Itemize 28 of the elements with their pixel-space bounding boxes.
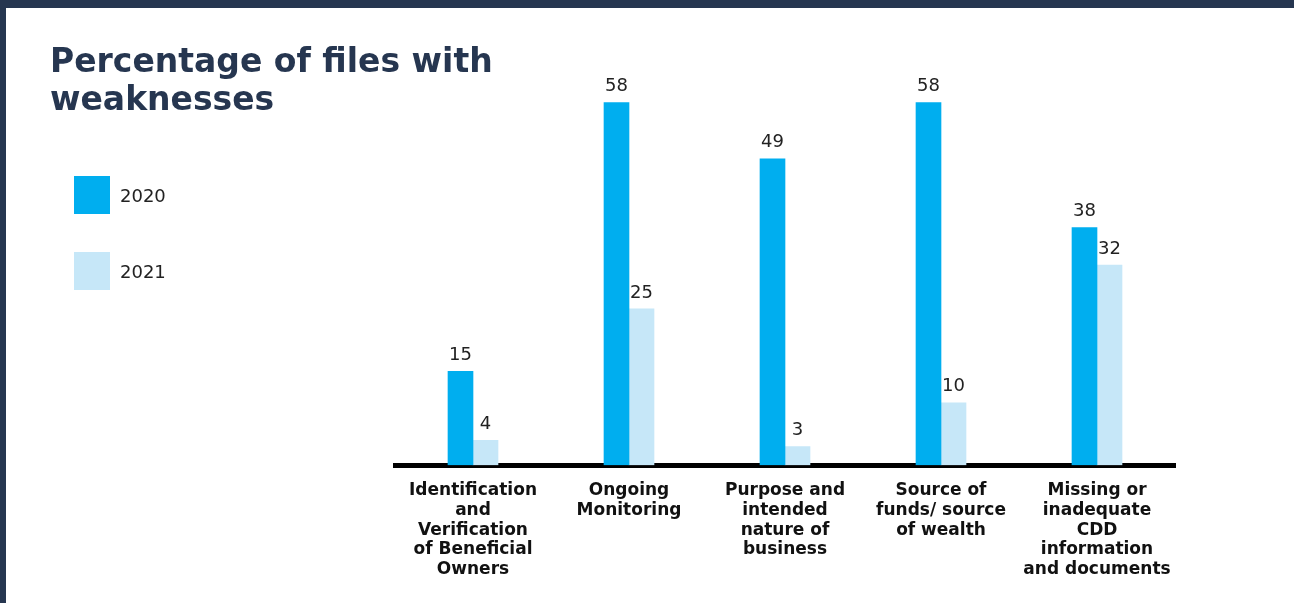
legend-label: 2021 [120,260,166,282]
bar [472,439,499,466]
bar [784,446,811,466]
bar [759,158,786,466]
bar [1071,227,1098,466]
bar [915,102,942,466]
data-label: 38 [1073,199,1096,221]
bar [447,371,474,466]
data-label: 10 [942,374,965,396]
data-label: 25 [630,280,653,302]
data-label: 3 [791,418,804,440]
data-label: 49 [761,130,784,152]
bar [940,402,967,466]
x-tick-label: Identification and Verification of Beneficial Owners [409,479,537,578]
data-label: 32 [1098,236,1121,258]
bar [628,308,655,466]
bar [603,102,630,466]
chart-title: Percentage of files with weaknesses [50,41,494,118]
x-tick-label: Source of funds/ source of wealth [876,479,1006,539]
x-tick-label: Ongoing Monitoring [576,479,682,519]
data-label: 58 [917,74,940,96]
x-tick-label: Purpose and intended nature of business [724,479,846,559]
legend-label: 2020 [120,184,166,206]
data-label: 58 [605,74,628,96]
data-label: 4 [479,411,492,433]
bar [1096,264,1123,466]
data-label: 15 [449,343,472,365]
x-tick-label: Missing or inadequate CDD information and documents [1023,479,1171,578]
